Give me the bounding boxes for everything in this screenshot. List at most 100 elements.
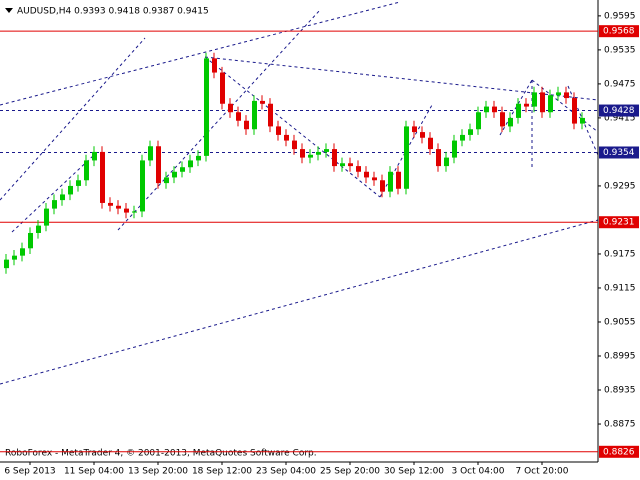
y-tick-label: 0.9055: [604, 317, 636, 327]
candle-body: [572, 98, 577, 124]
candle-body: [332, 149, 337, 167]
y-tick-label: 0.8935: [604, 386, 636, 396]
trend-line: [204, 56, 381, 198]
level-label-box: [599, 146, 639, 159]
candle-body: [364, 171, 369, 178]
candle-body: [348, 163, 353, 167]
candle-body: [124, 208, 129, 213]
x-tick-label: 30 Sep 12:00: [384, 467, 444, 477]
candle-body: [212, 58, 217, 73]
candle-body: [412, 126, 417, 133]
y-tick-label: 0.9295: [604, 181, 636, 191]
candle-body: [508, 117, 513, 127]
candle-body: [532, 92, 537, 107]
candle-body: [84, 160, 89, 181]
candle-body: [36, 225, 41, 233]
candle-body: [380, 180, 385, 192]
chart-title: AUDUSD,H4 0.9393 0.9418 0.9387 0.9415: [17, 7, 209, 17]
candle-body: [236, 112, 241, 121]
candle-body: [116, 205, 121, 209]
x-tick-label: 13 Sep 20:00: [128, 467, 188, 477]
level-label: 0.9231: [603, 218, 635, 228]
candle-body: [196, 155, 201, 161]
candle-body: [244, 120, 249, 130]
candle-body: [12, 255, 17, 260]
candle-body: [388, 171, 393, 192]
y-tick-label: 0.9115: [604, 283, 636, 293]
x-tick-label: 23 Sep 04:00: [256, 467, 316, 477]
candle-body: [452, 140, 457, 158]
candle-body: [356, 166, 361, 172]
candle-body: [52, 200, 57, 209]
candle-body: [172, 171, 177, 178]
candle-body: [260, 100, 265, 104]
candle-body: [68, 185, 73, 195]
candle-body: [404, 126, 409, 189]
candle-body: [28, 232, 33, 249]
candle-body: [372, 177, 377, 181]
candle-body: [540, 92, 545, 113]
candle-body: [420, 132, 425, 138]
y-tick-label: 0.9595: [604, 11, 636, 21]
x-tick-label: 6 Sep 2013: [4, 467, 55, 477]
level-label-box: [599, 445, 639, 458]
candle-body: [500, 112, 505, 127]
candle-body: [524, 103, 529, 107]
candle-body: [20, 248, 25, 256]
candle-body: [60, 194, 65, 201]
y-tick-label: 0.9475: [604, 79, 636, 89]
candle-body: [92, 151, 97, 161]
candle-body: [76, 180, 81, 186]
candle-body: [204, 58, 209, 156]
candle-body: [460, 134, 465, 141]
y-tick-label: 0.8995: [604, 351, 636, 361]
candle-body: [268, 103, 273, 127]
candle-body: [516, 103, 521, 118]
candle-body: [548, 95, 553, 113]
level-label-box: [599, 25, 639, 38]
candle-body: [252, 100, 257, 130]
candle-body: [564, 92, 569, 99]
x-tick-label: 7 Oct 20:00: [516, 467, 569, 477]
trend-line: [11, 154, 95, 233]
candle-body: [156, 146, 161, 184]
trend-line: [117, 9, 321, 231]
candle-body: [44, 208, 49, 226]
candle-body: [476, 112, 481, 130]
trend-lines: [0, 1, 599, 385]
candle-body: [492, 106, 497, 113]
level-label: 0.9568: [603, 27, 635, 37]
candle-body: [228, 103, 233, 113]
candle-body: [324, 149, 329, 152]
level-label: 0.9354: [603, 148, 635, 158]
candle-body: [556, 92, 561, 96]
candle-body: [308, 154, 313, 158]
candle-body: [444, 157, 449, 167]
copyright: RoboForex - MetaTrader 4, © 2001-2013, M…: [5, 449, 317, 459]
candle-body: [220, 72, 225, 104]
candle-body: [188, 160, 193, 168]
trend-line: [0, 219, 599, 385]
candle-body: [164, 177, 169, 184]
candle-body: [180, 167, 185, 172]
candle-body: [316, 151, 321, 155]
candle-body: [4, 259, 9, 269]
candle-body: [132, 211, 137, 213]
candle-body: [108, 202, 113, 206]
candle-body: [140, 160, 145, 212]
x-tick-label: 25 Sep 20:00: [320, 467, 380, 477]
level-label: 0.8826: [603, 447, 635, 457]
candle-body: [436, 149, 441, 167]
candle-body: [292, 140, 297, 150]
candle-body: [300, 149, 305, 158]
level-label: 0.9428: [603, 106, 635, 116]
candle-body: [148, 146, 153, 161]
candle-body: [580, 117, 585, 124]
trend-line: [0, 1, 401, 106]
trend-line: [0, 37, 146, 201]
x-tick-label: 11 Sep 04:00: [64, 467, 124, 477]
symbol-icon: [5, 8, 13, 13]
candle-body: [276, 126, 281, 135]
y-tick-label: 0.9175: [604, 249, 636, 259]
